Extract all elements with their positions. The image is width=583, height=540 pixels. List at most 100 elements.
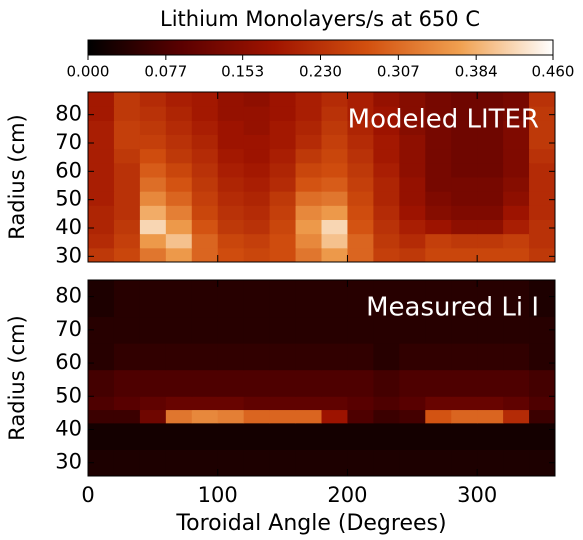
heatmap-cell (270, 92, 296, 107)
heatmap-cell (373, 177, 399, 192)
heatmap-cell (88, 106, 114, 121)
heatmap-cell (192, 280, 218, 317)
heatmap-cell (270, 234, 296, 249)
heatmap-cell (425, 177, 451, 192)
heatmap-cell (244, 423, 270, 450)
heatmap-cell (218, 370, 244, 397)
y-tick-label: 50 (55, 383, 82, 407)
heatmap-cell (192, 423, 218, 450)
heatmap-cell (88, 120, 114, 135)
heatmap-cell (347, 410, 373, 424)
panel-annotation: Modeled LITER (348, 105, 539, 135)
heatmap-cell (270, 149, 296, 164)
heatmap-cell (270, 177, 296, 192)
heatmap-cell (296, 106, 322, 121)
heatmap-cell (451, 343, 477, 370)
heatmap-cell (218, 177, 244, 192)
heatmap-cell (192, 163, 218, 178)
heatmap-cell (451, 135, 477, 150)
heatmap-cell (166, 106, 192, 121)
heatmap-cell (140, 423, 166, 450)
x-axis-label: Toroidal Angle (Degrees) (175, 511, 446, 536)
heatmap-cell (425, 423, 451, 450)
heatmap-cell (114, 449, 140, 476)
heatmap-cell (192, 149, 218, 164)
figure: Lithium Monolayers/s at 650 C 0.0000.077… (0, 0, 583, 540)
heatmap-cell (425, 343, 451, 370)
heatmap-cell (451, 220, 477, 235)
heatmap-cell (296, 191, 322, 206)
heatmap-cell (270, 410, 296, 424)
heatmap-cell (218, 92, 244, 107)
heatmap-cell (347, 449, 373, 476)
heatmap-cell (88, 234, 114, 249)
heatmap-cell (114, 423, 140, 450)
heatmap-cell (270, 191, 296, 206)
heatmap-cell (322, 234, 348, 249)
heatmap-cell (140, 317, 166, 344)
heatmap-cell (477, 177, 503, 192)
heatmap-cell (166, 163, 192, 178)
heatmap-cell (477, 191, 503, 206)
y-tick-label: 30 (55, 243, 82, 267)
heatmap-cell (244, 248, 270, 263)
heatmap-cell (296, 163, 322, 178)
heatmap-cell (503, 135, 529, 150)
heatmap-cell (270, 396, 296, 410)
heatmap-cell (218, 120, 244, 135)
heatmap-cell (192, 343, 218, 370)
heatmap-cell (114, 220, 140, 235)
heatmap-cell (166, 449, 192, 476)
heatmap-cell (477, 205, 503, 220)
heatmap-cell (166, 149, 192, 164)
heatmap-cell (270, 370, 296, 397)
heatmap-cell (529, 410, 555, 424)
heatmap-cell (322, 205, 348, 220)
heatmap-cell (114, 135, 140, 150)
panel-annotation: Measured Li I (366, 293, 539, 323)
heatmap-cell (399, 343, 425, 370)
heatmap-cell (451, 205, 477, 220)
heatmap-cell (503, 343, 529, 370)
heatmap-cell (477, 410, 503, 424)
heatmap-cell (218, 343, 244, 370)
heatmap-cell (296, 410, 322, 424)
heatmap-cell (451, 423, 477, 450)
heatmap-cell (503, 449, 529, 476)
heatmap-cell (399, 410, 425, 424)
heatmap-cell (166, 234, 192, 249)
heatmap-cell (218, 135, 244, 150)
heatmap-cell (166, 410, 192, 424)
heatmap-cell (451, 248, 477, 263)
heatmap-cell (503, 248, 529, 263)
y-tick-label: 40 (55, 215, 82, 239)
heatmap-cell (270, 343, 296, 370)
heatmap-cell (166, 343, 192, 370)
heatmap-cell (529, 234, 555, 249)
heatmap-cell (322, 163, 348, 178)
heatmap-cell (192, 234, 218, 249)
heatmap-cell (192, 92, 218, 107)
heatmap-cell (166, 205, 192, 220)
heatmap-cell (270, 163, 296, 178)
heatmap-cell (140, 248, 166, 263)
heatmap-cell (347, 370, 373, 397)
heatmap-cell (218, 191, 244, 206)
y-tick-label: 80 (55, 102, 82, 126)
heatmap-cell (218, 234, 244, 249)
heatmap-cell (166, 220, 192, 235)
heatmap-cell (503, 205, 529, 220)
colorbar-tick-label: 0.230 (299, 63, 342, 81)
heatmap-cell (88, 410, 114, 424)
heatmap-cell (244, 410, 270, 424)
heatmap-cell (373, 135, 399, 150)
heatmap-cell (192, 106, 218, 121)
x-tick-label: 200 (327, 483, 367, 507)
heatmap-cell (166, 135, 192, 150)
heatmap-cell (399, 220, 425, 235)
heatmap-cell (192, 317, 218, 344)
heatmap-cell (529, 370, 555, 397)
heatmap-cell (88, 163, 114, 178)
heatmap-cell (140, 220, 166, 235)
heatmap-cell (166, 92, 192, 107)
